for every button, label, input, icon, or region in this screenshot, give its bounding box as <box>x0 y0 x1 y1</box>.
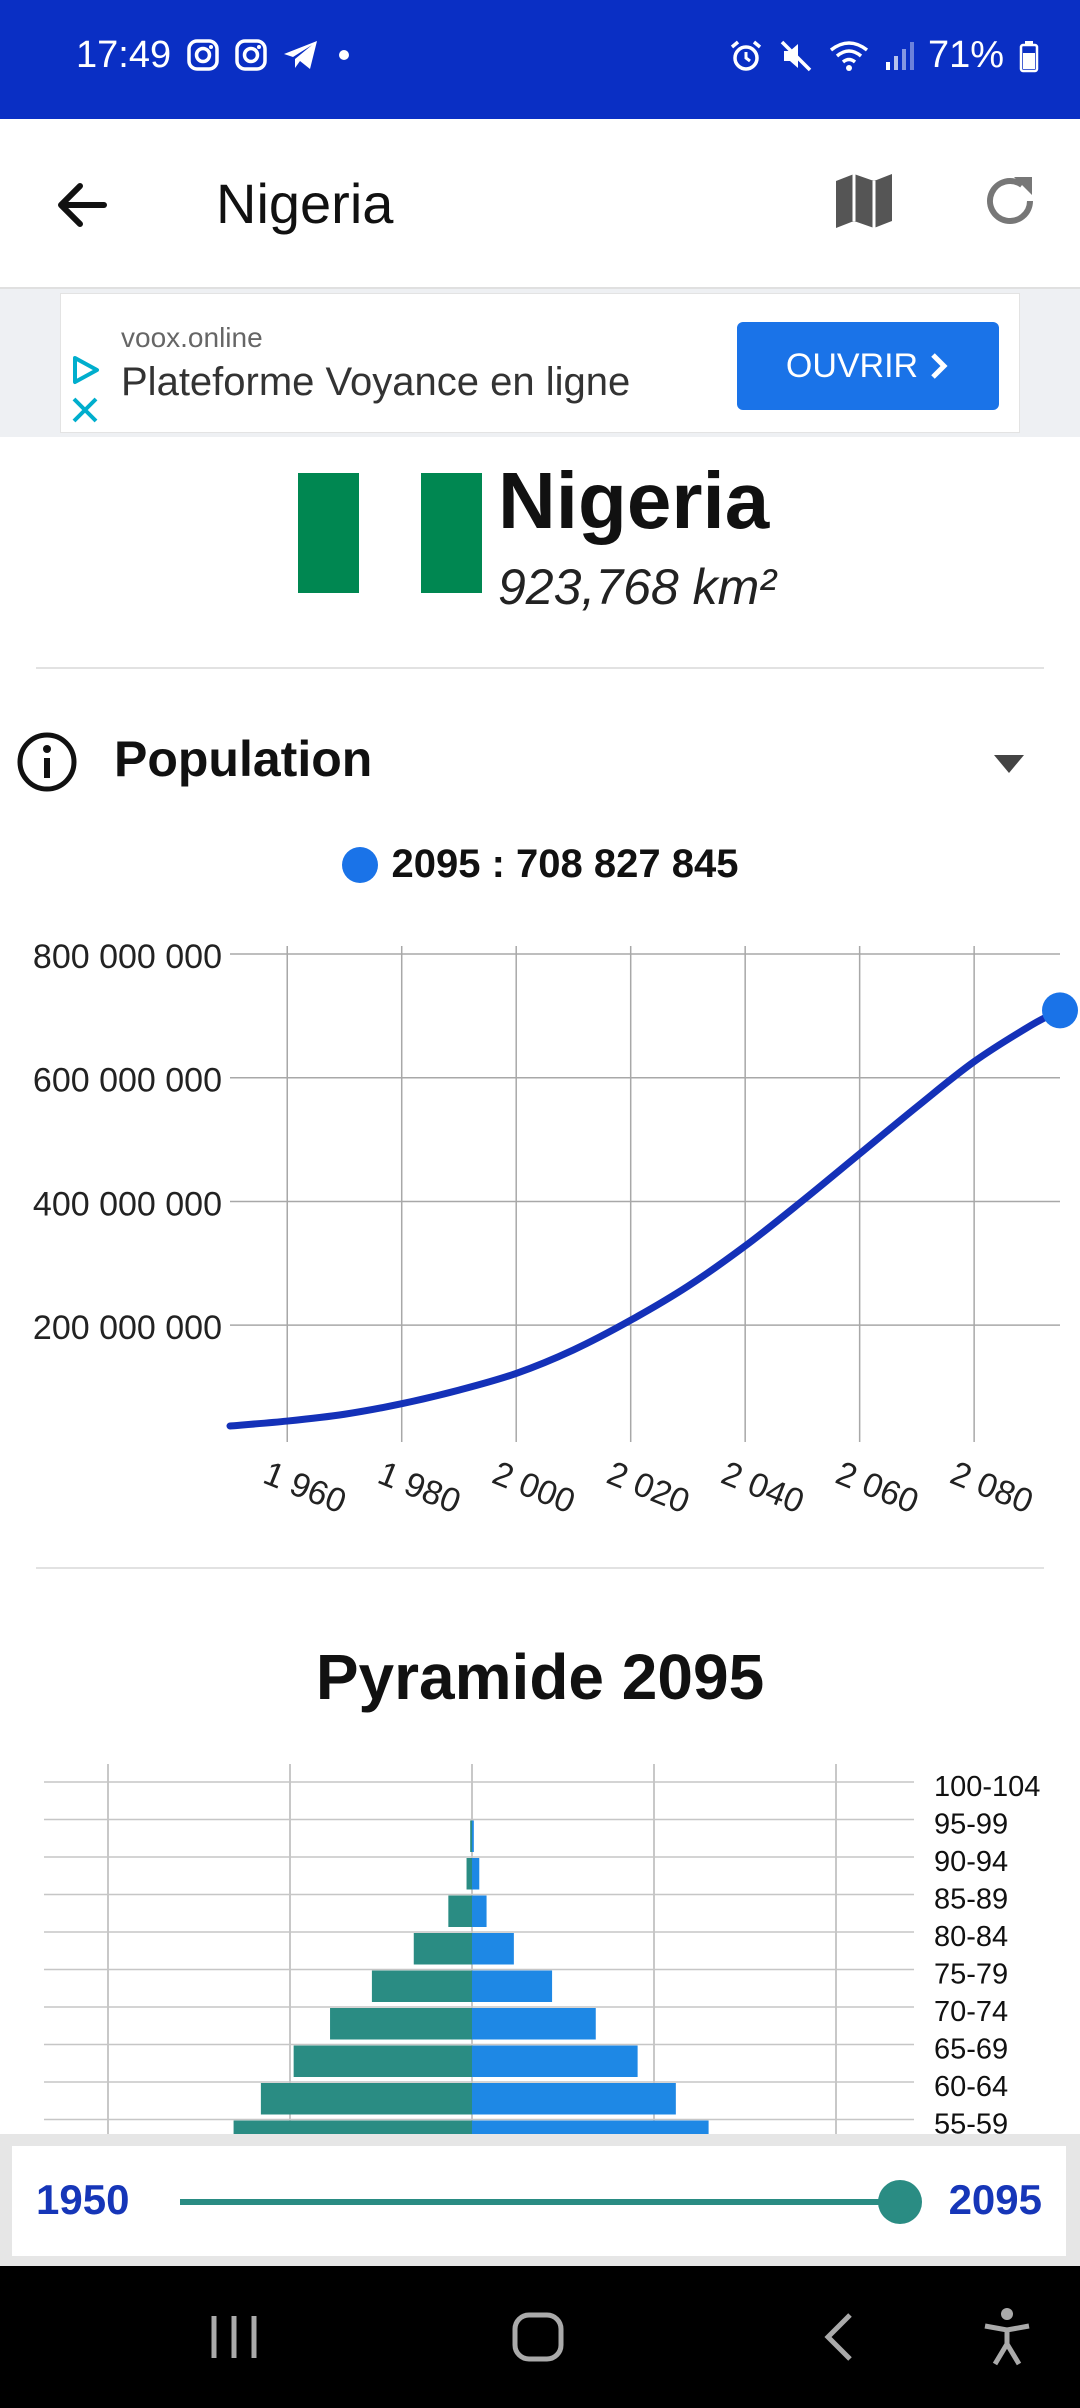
country-area: 923,768 km² <box>498 559 776 615</box>
pyramid-bar-right <box>472 2008 596 2040</box>
system-nav-bar <box>0 2266 1080 2408</box>
flag-stripe <box>298 473 360 593</box>
x-tick-label: 1 980 <box>373 1454 466 1521</box>
age-label: 70-74 <box>934 1996 1008 2028</box>
chevron-right-icon <box>931 353 948 379</box>
info-icon[interactable] <box>16 731 78 793</box>
ad-card[interactable]: voox.online Plateforme Voyance en ligne … <box>60 293 1020 433</box>
alarm-icon <box>730 40 762 71</box>
country-name: Nigeria <box>498 456 770 545</box>
instagram-icon <box>235 39 267 71</box>
age-label: 75-79 <box>934 1959 1008 1991</box>
dot-icon <box>339 50 349 60</box>
battery-percent: 71% <box>927 34 1004 76</box>
age-label: 55-59 <box>934 2109 1008 2135</box>
ad-banner: voox.online Plateforme Voyance en ligne … <box>0 289 1080 437</box>
x-tick-label: 2 060 <box>831 1454 924 1521</box>
y-tick-label: 600 000 000 <box>33 1062 222 1100</box>
back-icon[interactable] <box>820 2312 860 2362</box>
x-tick-label: 2 080 <box>945 1454 1038 1521</box>
caret-down-icon[interactable] <box>992 753 1026 775</box>
map-icon[interactable] <box>832 169 896 233</box>
mute-icon <box>780 40 812 71</box>
signal-icon <box>885 41 914 70</box>
pyramid-bar-right <box>472 1895 487 1927</box>
age-label: 90-94 <box>934 1846 1008 1878</box>
y-tick-label: 200 000 000 <box>33 1309 222 1347</box>
pyramid-bar-left <box>466 1858 472 1890</box>
pyramid-bar-left <box>260 2083 472 2115</box>
pyramid-bar-right <box>472 2045 638 2077</box>
flag-stripe <box>359 473 421 593</box>
battery-icon <box>1019 40 1039 72</box>
pyramid-title: Pyramide 2095 <box>315 1641 765 1713</box>
year-slider-track[interactable] <box>180 2199 900 2205</box>
x-tick-label: 2 040 <box>716 1454 809 1521</box>
year-slider-bar: 1950 2095 <box>0 2134 1080 2266</box>
back-arrow-icon[interactable] <box>52 175 112 235</box>
status-time: 17:49 <box>76 34 172 76</box>
pyramid-bar-left <box>293 2045 472 2077</box>
pyramid-bar-left <box>330 2008 472 2040</box>
pyramid-bar-right <box>472 1933 514 1965</box>
pyramid-bar-left <box>470 1820 472 1852</box>
wifi-icon <box>829 40 869 71</box>
x-tick-label: 2 000 <box>487 1454 580 1521</box>
home-icon[interactable] <box>510 2312 566 2362</box>
system-icons: 71% <box>728 34 1040 77</box>
highlight-point <box>1042 992 1078 1029</box>
pyramid-bar-right <box>472 1970 553 2002</box>
pyramid-bar-right <box>472 1858 480 1890</box>
slider-min-label: 1950 <box>36 2176 130 2223</box>
pyramid-bar-right <box>472 2083 676 2115</box>
refresh-icon[interactable] <box>980 171 1040 231</box>
age-label: 85-89 <box>934 1884 1008 1916</box>
pyramid-bar-right <box>472 1820 474 1852</box>
population-line-chart: 800 000 000 600 000 000 400 000 000 200 000… <box>33 938 1078 1521</box>
x-tick-label: 2 020 <box>602 1454 695 1521</box>
age-label: 80-84 <box>934 1921 1008 1953</box>
pyramid-bar-left <box>448 1895 472 1927</box>
population-line <box>226 1006 1064 1430</box>
age-label: 100-104 <box>934 1771 1040 1803</box>
page-title: Nigeria <box>216 172 394 235</box>
age-label: 65-69 <box>934 2034 1008 2066</box>
year-slider-thumb[interactable] <box>878 2180 922 2224</box>
pyramid-bar-right <box>472 2120 709 2134</box>
ad-domain: voox.online <box>121 322 263 353</box>
x-tick-label: 1 960 <box>258 1454 351 1521</box>
country-flag <box>298 473 482 593</box>
ad-open-label: OUVRIR <box>785 346 919 385</box>
ad-open-button[interactable]: OUVRIR <box>737 322 999 410</box>
ad-close-icon[interactable] <box>69 394 101 426</box>
age-label: 60-64 <box>934 2071 1008 2103</box>
legend-label: 2095 : 708 827 845 <box>391 842 739 886</box>
divider <box>36 1567 1044 1569</box>
y-tick-label: 800 000 000 <box>33 938 222 976</box>
app-bar: Nigeria <box>0 119 1080 289</box>
slider-max-label: 2095 <box>948 2176 1042 2223</box>
accessibility-icon[interactable] <box>982 2306 1032 2366</box>
instagram-icon <box>187 39 219 71</box>
legend-dot <box>341 846 378 883</box>
notification-icons <box>186 38 354 72</box>
section-title-population: Population <box>114 731 373 787</box>
telegram-icon <box>284 41 317 69</box>
flag-stripe <box>420 473 482 593</box>
status-bar: 17:49 71% <box>0 0 1080 119</box>
recent-apps-icon[interactable] <box>206 2312 262 2362</box>
divider <box>36 667 1044 669</box>
ad-headline[interactable]: Plateforme Voyance en ligne <box>121 360 631 404</box>
pyramid-bar-left <box>371 1970 472 2002</box>
y-tick-label: 400 000 000 <box>33 1185 222 1223</box>
population-pyramid-chart: 100-104 95-99 90-94 85-89 80-84 75-79 70-74 65-… <box>44 1764 1040 2135</box>
ad-info-icon[interactable] <box>69 354 101 386</box>
chart-legend: 2095 : 708 827 845 <box>0 842 1080 887</box>
pyramid-bar-left <box>233 2120 472 2134</box>
pyramid-bar-left <box>413 1933 472 1965</box>
age-label: 95-99 <box>934 1809 1008 1841</box>
year-slider-panel: 1950 2095 <box>12 2146 1066 2256</box>
